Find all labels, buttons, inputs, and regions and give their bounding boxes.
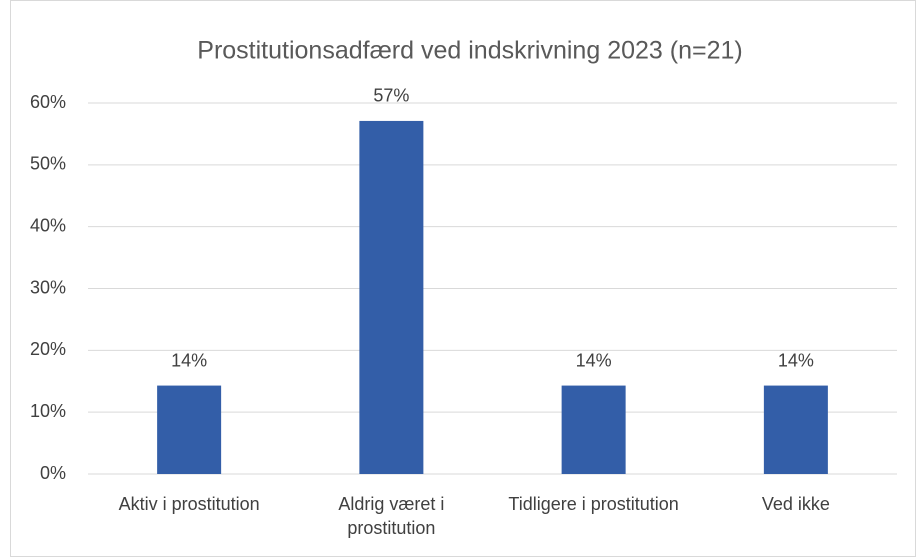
y-tick-label: 40% bbox=[30, 215, 66, 235]
y-tick-label: 10% bbox=[30, 401, 66, 421]
bar bbox=[561, 385, 626, 474]
data-label: 14% bbox=[171, 350, 207, 370]
y-tick-label: 30% bbox=[30, 277, 66, 297]
y-tick-label: 0% bbox=[40, 463, 66, 483]
x-tick-label: Tidligere i prostitution bbox=[508, 494, 679, 514]
data-label: 14% bbox=[778, 350, 814, 370]
y-tick-label: 60% bbox=[30, 92, 66, 112]
y-tick-label: 50% bbox=[30, 154, 66, 174]
x-tick-label: Ved ikke bbox=[761, 494, 830, 514]
x-tick-label: Aldrig været i prostitution bbox=[338, 494, 445, 538]
bar bbox=[157, 385, 222, 474]
data-label: 57% bbox=[373, 86, 409, 106]
data-label: 14% bbox=[576, 350, 612, 370]
y-tick-label: 20% bbox=[30, 339, 66, 359]
bar bbox=[359, 120, 424, 474]
x-tick-label: Aktiv i prostitution bbox=[118, 494, 260, 514]
bar bbox=[763, 385, 828, 474]
chart-title: Prostitutionsadfærd ved indskrivning 202… bbox=[197, 37, 742, 65]
